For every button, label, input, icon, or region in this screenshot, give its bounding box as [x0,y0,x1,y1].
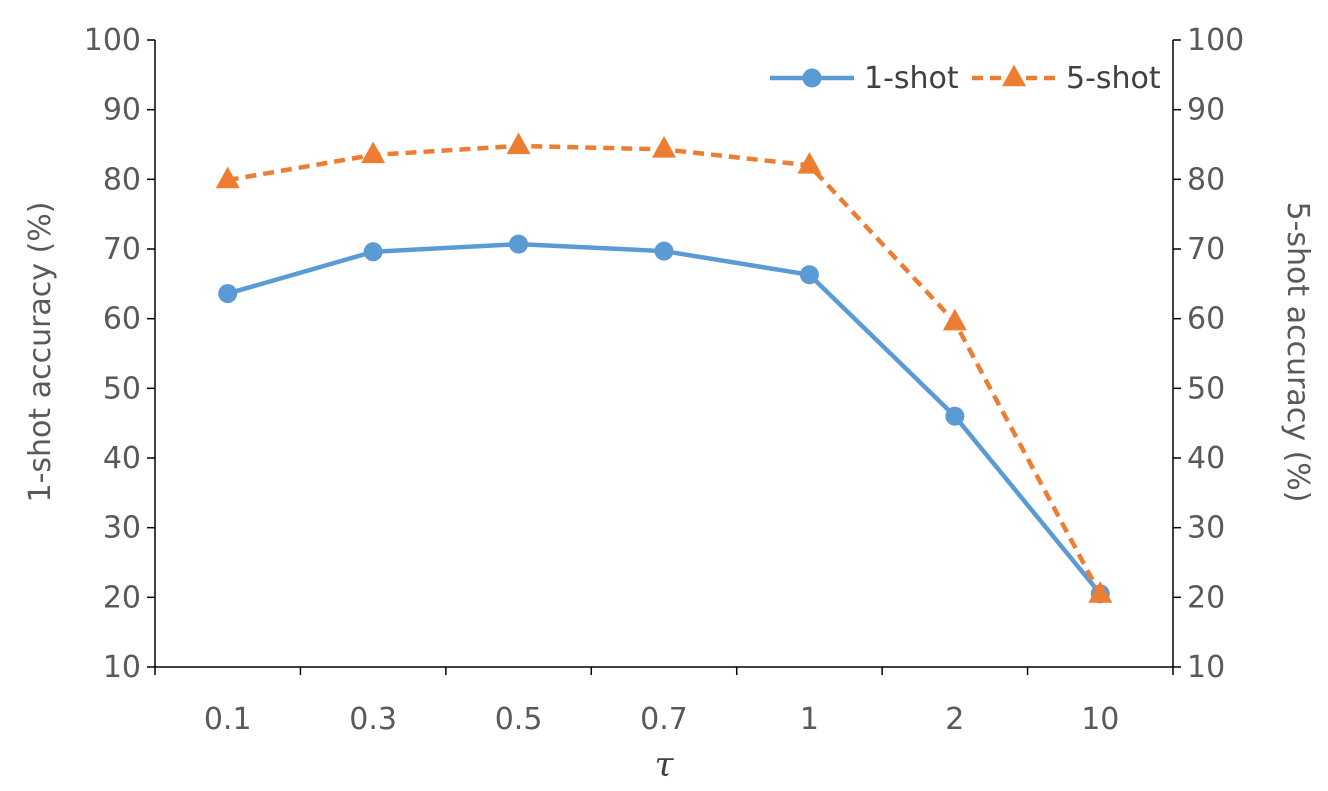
x-axis: 0.1 0.3 0.5 0.7 1 2 10 [154,667,1174,737]
x-tick-label: 0.1 [204,702,252,737]
data-point-1-shot [945,406,965,426]
y-right-tick-label: 100 [1187,23,1244,58]
data-point-5-shot [942,308,967,331]
y-left-tick-label: 70 [103,232,141,267]
y-left-tick-label: 10 [103,650,141,685]
x-tick-label: 0.7 [640,702,688,737]
y-right-tick-label: 20 [1187,580,1225,615]
data-point-5-shot [1088,581,1113,603]
data-point-5-shot [361,141,386,164]
y-axis-left: 10 20 30 40 50 60 70 80 90 100 [84,23,155,685]
x-tick-label: 10 [1081,702,1119,737]
data-point-1-shot [799,265,819,285]
y-right-tick-label: 30 [1187,511,1225,546]
y-left-tick-label: 90 [103,93,141,128]
y-axis-left-title: 1-shot accuracy (%) [23,201,58,502]
data-point-1-shot [218,284,238,304]
y-left-tick-label: 20 [103,580,141,615]
x-tick-label: 0.5 [495,702,543,737]
y-right-tick-label: 10 [1187,650,1225,685]
x-axis-title: τ [655,745,675,785]
y-left-tick-label: 30 [103,511,141,546]
y-right-tick-label: 60 [1187,302,1225,337]
legend-marker-1-shot [802,68,822,88]
y-left-tick-label: 60 [103,302,141,337]
legend-label-1-shot: 1-shot [864,61,959,96]
x-tick-label: 1 [800,702,819,737]
legend-label-5-shot: 5-shot [1066,61,1161,96]
legend: 1-shot 5-shot [770,61,1161,96]
data-point-5-shot [652,135,676,158]
x-tick-label: 2 [945,702,964,737]
y-right-tick-label: 80 [1187,162,1225,197]
data-point-5-shot [797,152,822,174]
data-point-1-shot [509,234,529,254]
plot-area [154,40,1174,668]
y-right-tick-label: 50 [1187,371,1225,406]
y-right-tick-label: 90 [1187,93,1225,128]
y-left-tick-label: 80 [103,162,141,197]
y-right-tick-label: 40 [1187,441,1225,476]
x-tick-label: 0.3 [349,702,397,737]
y-right-tick-label: 70 [1187,232,1225,267]
y-left-tick-label: 50 [103,371,141,406]
data-point-5-shot [215,166,240,189]
y-axis-right: 10 20 30 40 50 60 70 80 90 100 [1173,23,1244,685]
data-point-1-shot [654,241,674,261]
y-axis-right-title: 5-shot accuracy (%) [1280,201,1315,502]
y-left-tick-label: 100 [84,23,141,58]
legend-marker-5-shot [1002,64,1026,87]
series-layer [215,132,1113,604]
series-line-1-shot [227,241,1103,596]
series-line-5-shot [227,143,1103,596]
y-left-tick-label: 40 [103,441,141,476]
data-point-5-shot [506,132,531,155]
data-point-1-shot [363,242,383,262]
